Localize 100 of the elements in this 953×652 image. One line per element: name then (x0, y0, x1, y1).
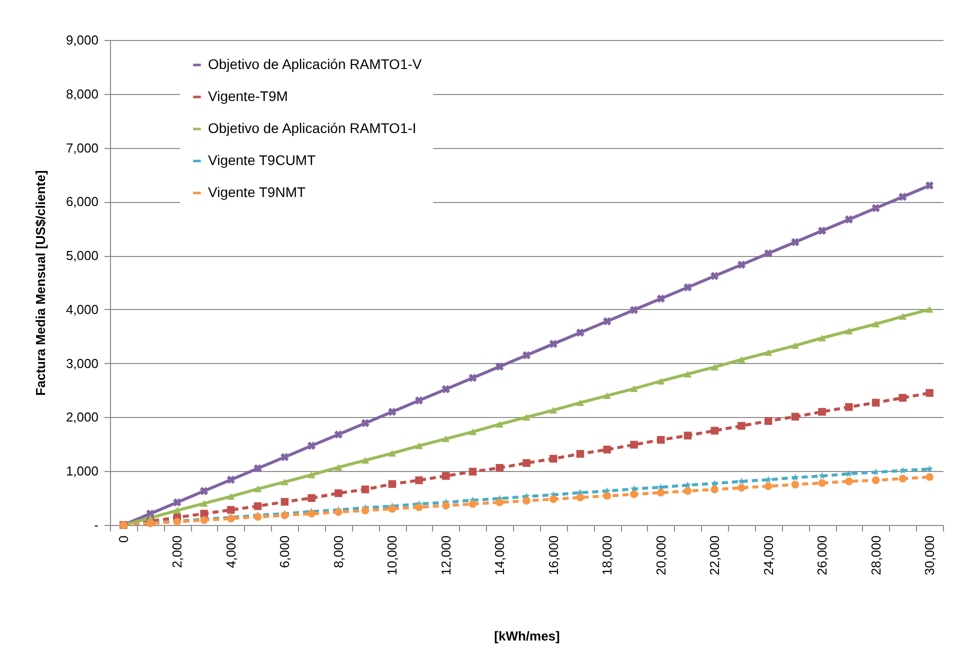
point (200, 510, 208, 518)
x-tick-label: 30,000 (922, 536, 938, 576)
point (576, 450, 584, 458)
point (254, 486, 262, 492)
point (442, 385, 450, 394)
point (710, 480, 718, 487)
point (468, 500, 477, 508)
x-axis-title: [kWh/mes] (494, 628, 560, 644)
point (603, 392, 611, 400)
point (361, 486, 370, 494)
point (388, 408, 396, 416)
point (926, 473, 934, 481)
point (684, 481, 692, 488)
point (764, 482, 772, 490)
legend-label: Vigente-T9M (208, 88, 288, 104)
point (603, 446, 611, 454)
point (442, 472, 450, 480)
point (818, 334, 826, 342)
point (254, 502, 262, 510)
point (496, 420, 504, 428)
x-tick-label: 6,000 (277, 536, 292, 568)
point (200, 486, 208, 496)
point (684, 283, 692, 292)
point (254, 513, 262, 521)
point (872, 476, 880, 484)
point (764, 349, 772, 356)
point (496, 498, 504, 506)
x-tick-label: 16,000 (546, 536, 561, 576)
point (361, 419, 370, 428)
y-tick-label: 2,000 (66, 410, 98, 425)
point (818, 479, 826, 487)
point (549, 340, 558, 348)
point (656, 378, 665, 384)
point (522, 351, 531, 360)
point (656, 294, 665, 303)
point (898, 192, 907, 201)
point (227, 506, 235, 514)
x-tick-label: 12,000 (438, 536, 454, 576)
point (361, 456, 370, 464)
point (522, 459, 530, 467)
point (550, 406, 558, 414)
point (388, 480, 396, 488)
point (872, 204, 880, 212)
point (308, 494, 316, 502)
point (872, 468, 880, 476)
point (630, 440, 638, 449)
point (710, 486, 718, 494)
point (764, 249, 772, 258)
point (173, 498, 182, 507)
point (468, 428, 477, 436)
point (415, 442, 423, 450)
legend-label: Vigente T9CUMT (208, 152, 316, 168)
point (684, 370, 692, 378)
point (818, 408, 826, 416)
point (334, 489, 342, 498)
point (307, 442, 316, 450)
y-tick-label: 8,000 (66, 86, 98, 102)
point (496, 464, 504, 472)
x-tick-label: 26,000 (814, 536, 830, 576)
point (308, 472, 316, 478)
point (630, 306, 638, 314)
point (173, 507, 182, 514)
x-tick-label: 24,000 (760, 536, 776, 576)
point (630, 490, 638, 498)
x-tick-label: 8,000 (330, 536, 346, 568)
point (468, 468, 477, 476)
y-tick-label: - (94, 518, 98, 532)
point (738, 484, 746, 492)
point (442, 502, 450, 510)
point (334, 464, 342, 471)
point (684, 432, 692, 440)
x-tick-label: 4,000 (223, 536, 238, 568)
point (926, 465, 934, 472)
x-tick-label: 20,000 (653, 536, 668, 576)
point (791, 238, 800, 246)
point (603, 492, 611, 500)
point (738, 356, 746, 363)
point (550, 495, 558, 503)
point (656, 436, 665, 444)
point (872, 320, 880, 328)
y-tick-label: 1,000 (66, 464, 98, 479)
point (415, 503, 423, 512)
y-tick-label: 5,000 (66, 248, 98, 264)
point (200, 500, 208, 507)
y-tick-label: 6,000 (66, 194, 98, 210)
point (791, 342, 800, 349)
point (898, 394, 907, 402)
point (280, 452, 289, 462)
x-tick-label: 22,000 (707, 536, 722, 576)
point (710, 426, 718, 435)
y-axis-title: Factura Media Mensual [US$/cliente] (32, 170, 48, 396)
legend-label: Vigente T9NMT (208, 184, 306, 200)
point (764, 417, 772, 425)
point (442, 435, 450, 442)
y-tick-label: 4,000 (66, 302, 98, 317)
point (254, 464, 262, 473)
point (845, 403, 853, 411)
point (280, 511, 289, 520)
point (792, 474, 799, 481)
point (818, 226, 826, 235)
